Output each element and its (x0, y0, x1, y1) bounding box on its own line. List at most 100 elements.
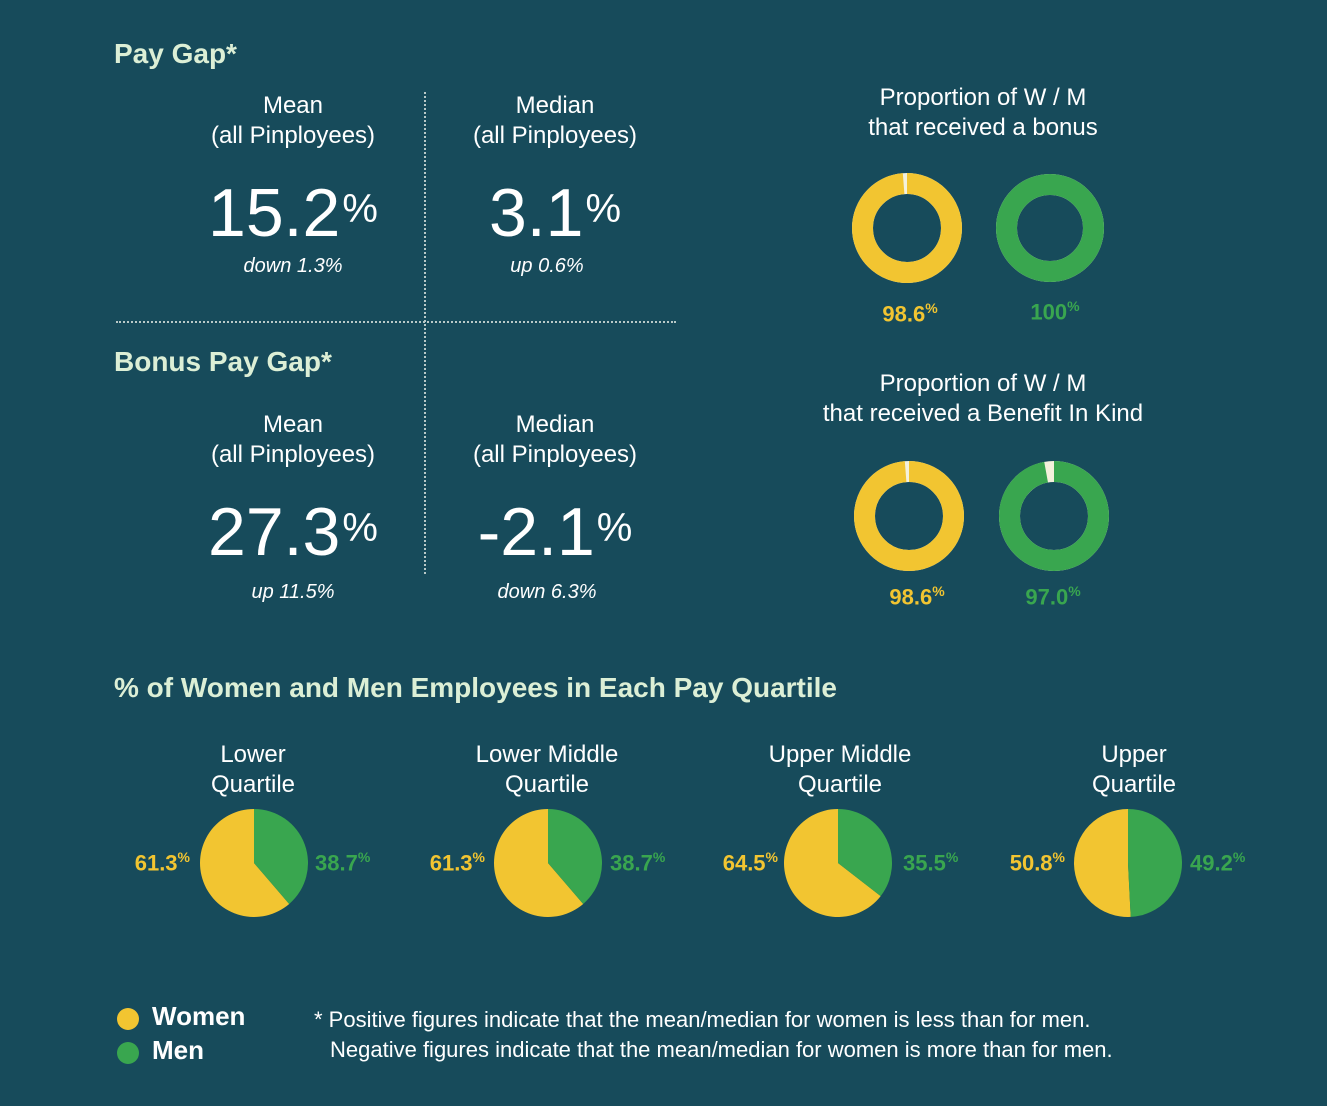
pay-gap-median-label: Median (all Pinployees) (430, 91, 680, 151)
percent-value: 97.0 (1025, 584, 1069, 610)
percent-unit: % (472, 849, 485, 865)
footnote-line-2: Negative figures indicate that the mean/… (330, 1037, 1113, 1062)
bonus-women-donut (852, 173, 962, 283)
men-legend-label: Men (152, 1035, 204, 1065)
label-line-2: (all Pinployees) (210, 122, 376, 149)
percent-unit: % (1067, 298, 1080, 314)
bonus-men-percent: 100% (1000, 298, 1110, 325)
women-legend-label: Women (152, 1001, 246, 1031)
value-unit: % (342, 506, 378, 550)
percent-unit: % (357, 849, 371, 865)
label-line-1: Mean (262, 411, 324, 438)
bonus-gap-median-change: down 6.3% (497, 581, 597, 603)
label-line-1: Mean (262, 92, 324, 119)
quartile-men-percent: 38.7% (315, 849, 370, 876)
pay-gap-median-change: up 0.6% (510, 255, 584, 277)
pay-gap-title: Pay Gap* (114, 38, 237, 69)
value-number: 15.2 (208, 175, 341, 251)
bonus-gap-mean-value: 27.3% (163, 497, 423, 567)
label-line-2: (all Pinployees) (210, 441, 376, 468)
bonus-men-ring (996, 174, 1104, 282)
women-slice (1074, 809, 1131, 917)
bonus-gap-title: Bonus Pay Gap* (114, 346, 332, 377)
men-legend-swatch (117, 1042, 139, 1064)
bonus-gap-median-value: -2.1% (425, 497, 685, 567)
percent-value: 38.7 (315, 850, 358, 876)
title-line-2: that received a Benefit In Kind (822, 400, 1144, 427)
quartile-label-line-2: Quartile (210, 771, 296, 798)
pay-gap-mean-value: 15.2% (163, 178, 423, 248)
percent-unit: % (652, 849, 666, 865)
bik-men-ring (999, 461, 1109, 571)
title-line-1: Proportion of W / M (879, 84, 1087, 111)
quartile-pie (494, 809, 602, 917)
pay-gap-mean-change: down 1.3% (243, 255, 343, 277)
quartile-pie (1074, 809, 1182, 917)
value-number: 27.3 (208, 494, 341, 570)
label-line-2: (all Pinployees) (472, 441, 638, 468)
quartile-pie (200, 809, 308, 917)
quartile-label-line-2: Quartile (797, 771, 883, 798)
footnote-line-1: * Positive figures indicate that the mea… (314, 1007, 1091, 1032)
label-line-2: (all Pinployees) (472, 122, 638, 149)
percent-unit: % (1052, 849, 1065, 865)
bik-proportion-title: Proportion of W / M that received a Bene… (793, 369, 1173, 429)
quartile-label: Upper Middle Quartile (710, 740, 970, 800)
title-line-2: that received a bonus (868, 114, 1098, 141)
percent-value: 50.8 (1009, 850, 1053, 876)
label-line-1: Median (515, 92, 595, 119)
men-slice (838, 809, 892, 897)
percent-value: 49.2 (1190, 850, 1233, 876)
quartile-women-percent: 64.5% (723, 849, 778, 876)
quartile-label-line-1: Lower (220, 741, 286, 768)
pay-gap-mean-label: Mean (all Pinployees) (168, 91, 418, 151)
men-slice (1128, 809, 1182, 917)
bonus-men-donut (996, 174, 1104, 282)
pay-gap-median-value: 3.1% (425, 178, 685, 248)
percent-unit: % (945, 849, 959, 865)
quartile-label-line-1: Lower Middle (475, 741, 619, 768)
percent-value: 64.5 (722, 850, 766, 876)
quartile-men-percent: 38.7% (610, 849, 665, 876)
quartile-label-line-2: Quartile (1091, 771, 1177, 798)
vertical-divider (424, 92, 426, 574)
percent-unit: % (932, 583, 945, 599)
quartiles-title: % of Women and Men Employees in Each Pay… (114, 672, 837, 703)
bonus-gap-mean-change: up 11.5% (251, 581, 335, 603)
percent-value: 61.3 (134, 850, 178, 876)
quartile-pie (784, 809, 892, 917)
quartile-label: Lower Middle Quartile (417, 740, 677, 800)
percent-value: 100 (1030, 299, 1068, 325)
value-unit: % (342, 187, 378, 231)
bonus-gap-median-label: Median (all Pinployees) (430, 410, 680, 470)
men-slice (254, 809, 308, 904)
percent-value: 38.7 (610, 850, 653, 876)
value-unit: % (585, 187, 622, 231)
percent-value: 35.5 (903, 850, 946, 876)
bik-women-ring (854, 461, 964, 571)
quartile-women-percent: 61.3% (135, 849, 190, 876)
women-slice (200, 809, 290, 917)
quartile-men-percent: 49.2% (1190, 849, 1245, 876)
bonus-gap-mean-label: Mean (all Pinployees) (168, 410, 418, 470)
value-number: 3.1 (488, 175, 584, 251)
bonus-women-percent: 98.6% (855, 300, 965, 327)
percent-value: 61.3 (429, 850, 473, 876)
bik-women-donut (854, 461, 964, 571)
quartile-label: Upper Quartile (1004, 740, 1264, 800)
bonus-women-ring (852, 173, 962, 283)
bik-men-donut (999, 461, 1109, 571)
quartile-label-line-1: Upper (1101, 741, 1167, 768)
women-legend-swatch (117, 1008, 139, 1030)
women-slice (494, 809, 584, 917)
bik-men-percent: 97.0% (998, 583, 1108, 610)
quartile-women-percent: 50.8% (1010, 849, 1065, 876)
percent-value: 98.6 (889, 584, 933, 610)
percent-unit: % (1232, 849, 1246, 865)
quartile-women-percent: 61.3% (430, 849, 485, 876)
quartile-label-line-2: Quartile (504, 771, 590, 798)
bonus-proportion-title: Proportion of W / M that received a bonu… (793, 83, 1173, 143)
bik-women-percent: 98.6% (862, 583, 972, 610)
title-line-1: Proportion of W / M (879, 370, 1087, 397)
percent-unit: % (177, 849, 190, 865)
